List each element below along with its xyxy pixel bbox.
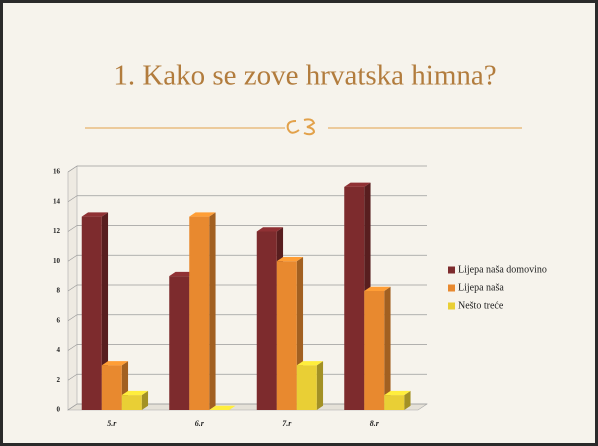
legend-label: Lijepa naša <box>458 282 504 293</box>
x-tick-label: 5.r <box>107 419 117 428</box>
y-tick-label: 6 <box>57 316 61 324</box>
bar <box>257 232 277 411</box>
bar <box>364 291 384 410</box>
bar <box>102 365 122 410</box>
chart-title: 1. Kako se zove hrvatska himna? <box>113 60 496 92</box>
bar-side <box>209 212 215 410</box>
y-tick-label: 10 <box>53 257 61 265</box>
y-tick-label: 14 <box>53 197 61 205</box>
bar-side <box>317 361 323 410</box>
y-tick-label: 16 <box>53 168 61 176</box>
bar <box>169 276 189 410</box>
x-tick-label: 8.r <box>370 419 380 428</box>
bar <box>82 217 102 410</box>
y-tick-label: 2 <box>57 376 61 384</box>
y-tick-label: 12 <box>53 227 61 235</box>
y-tick-label: 4 <box>57 346 61 354</box>
slide: 1. Kako se zove hrvatska himna? 0 2 4 6 8 10 1… <box>0 0 598 446</box>
y-tick-label: 0 <box>57 406 61 414</box>
bar <box>277 261 297 410</box>
legend-label: Lijepa naša domovino <box>458 264 547 275</box>
bar <box>344 187 364 410</box>
bar-side <box>384 287 390 410</box>
bar <box>189 217 209 410</box>
y-tick-label: 8 <box>57 287 61 295</box>
x-tick-label: 6.r <box>195 419 205 428</box>
page: 1. Kako se zove hrvatska himna? 0 2 4 6 8 10 1… <box>0 0 598 446</box>
legend-swatch <box>448 285 455 292</box>
legend-swatch <box>448 303 455 310</box>
bar <box>297 365 317 410</box>
legend-swatch <box>448 267 455 274</box>
bar <box>384 395 404 410</box>
bar <box>122 395 142 410</box>
x-tick-label: 7.r <box>282 419 292 428</box>
legend-label: Nešto treće <box>458 300 504 311</box>
